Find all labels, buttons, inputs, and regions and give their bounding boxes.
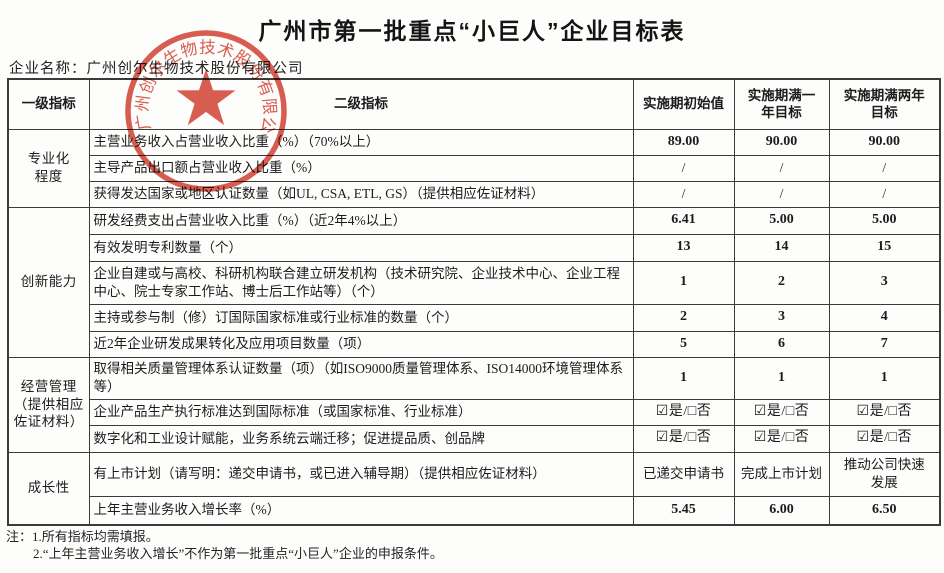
checkbox-yes-no: ☑是/□否 xyxy=(733,398,830,426)
indicator-cell: 研发经费支出占营业收入比重（%）（近2年4%以上） xyxy=(88,206,634,235)
value-year2: 5.00 xyxy=(828,206,941,235)
header-level1-indicator: 一级指标 xyxy=(7,78,90,130)
value-year1: / xyxy=(733,180,830,208)
value-initial: 已递交申请书 xyxy=(632,451,735,497)
table-row: 有效发明专利数量（个） 13 14 15 xyxy=(8,233,941,262)
footnote-2: 2.“上年主营业务收入增长”不作为第一批重点“小巨人”企业的申报条件。 xyxy=(33,546,443,561)
indicator-cell: 上年主营业务收入增长率（%） xyxy=(88,495,634,526)
table-row: 近2年企业研发成果转化及应用项目数量（项） 5 6 7 xyxy=(8,330,941,358)
value-year1: 6 xyxy=(733,330,830,358)
value-initial: 2 xyxy=(632,303,735,332)
company-name-value: 广州创尔生物技术股份有限公司 xyxy=(86,61,304,77)
table-header-row: 一级指标 二级指标 实施期初始值 实施期满一 年目标 实施期满两年 目标 xyxy=(7,78,941,130)
table-row: 数字化和工业设计赋能，业务系统云端迁移；促进提品质、创品牌 ☑是/□否 ☑是/□… xyxy=(8,424,941,453)
value-year1: 6.00 xyxy=(733,495,830,526)
checkbox-yes-no: ☑是/□否 xyxy=(632,398,735,426)
value-year1: 2 xyxy=(733,260,830,305)
value-year1: / xyxy=(733,154,830,182)
value-year2: 3 xyxy=(828,260,941,305)
table-row: 主持或参与制（修）订国际国家标准或行业标准的数量（个） 2 3 4 xyxy=(8,303,941,332)
value-initial: 6.41 xyxy=(632,206,735,235)
indicator-cell: 数字化和工业设计赋能，业务系统云端迁移；促进提品质、创品牌 xyxy=(88,424,634,453)
value-year1: 90.00 xyxy=(733,128,830,156)
group-label-management: 经营管理 （提供相应 佐证材料） xyxy=(7,356,90,453)
table-row: 上年主营业务收入增长率（%） 5.45 6.00 6.50 xyxy=(8,495,941,526)
value-year2: 4 xyxy=(828,303,941,332)
company-name-line: 企业名称：广州创尔生物技术股份有限公司 xyxy=(9,57,304,78)
checkbox-yes-no: ☑是/□否 xyxy=(632,424,735,453)
table-row: 获得发达国家或地区认证数量（如UL, CSA, ETL, GS）（提供相应佐证材… xyxy=(8,180,941,208)
footnote-1: 注：1.所有指标均需填报。 xyxy=(6,529,159,544)
table-row: 专业化 程度 主营业务收入占营业收入比重（%）（70%以上） 89.00 90.… xyxy=(7,128,941,208)
value-initial: 13 xyxy=(632,233,735,262)
table-row: 企业产品生产执行标准达到国际标准（或国家标准、行业标准） ☑是/□否 ☑是/□否… xyxy=(8,398,941,426)
value-year1: 完成上市计划 xyxy=(733,451,830,497)
checkbox-yes-no: ☑是/□否 xyxy=(828,424,941,453)
page-title: 广州市第一批重点“小巨人”企业目标表 xyxy=(258,18,686,44)
value-initial: 1 xyxy=(632,356,735,400)
table-row: 企业自建或与高校、科研机构联合建立研发机构（技术研究院、企业技术中心、企业工程中… xyxy=(8,260,941,305)
header-level2-indicator: 二级指标 xyxy=(88,78,634,130)
value-year2: 90.00 xyxy=(828,128,941,156)
value-year1: 1 xyxy=(733,356,830,400)
table-row: 主导产品出口额占营业收入比重（%） / / / xyxy=(8,154,941,182)
group-label-growth: 成长性 xyxy=(7,451,90,526)
indicator-cell: 主营业务收入占营业收入比重（%）（70%以上） xyxy=(88,128,634,156)
value-year1: 3 xyxy=(733,303,830,332)
indicator-cell: 取得相关质量管理体系认证数量（项）（如ISO9000质量管理体系、ISO1400… xyxy=(88,356,634,400)
indicator-cell: 企业产品生产执行标准达到国际标准（或国家标准、行业标准） xyxy=(88,398,634,426)
header-initial-value: 实施期初始值 xyxy=(632,78,735,130)
target-indicator-table: 一级指标 二级指标 实施期初始值 实施期满一 年目标 实施期满两年 目标 专业化… xyxy=(7,78,941,526)
value-year2: 7 xyxy=(828,330,941,358)
value-year2: / xyxy=(828,180,941,208)
indicator-cell: 主导产品出口额占营业收入比重（%） xyxy=(88,154,634,182)
table-row: 创新能力 研发经费支出占营业收入比重（%）（近2年4%以上） 6.41 5.00… xyxy=(7,206,941,358)
value-year2: 推动公司快速 发展 xyxy=(828,451,941,497)
table-row: 成长性 有上市计划（请写明：递交申请书，或已进入辅导期）（提供相应佐证材料） 已… xyxy=(7,451,941,526)
value-year2: / xyxy=(828,154,941,182)
value-year2: 1 xyxy=(828,356,941,400)
value-initial: 89.00 xyxy=(632,128,735,156)
value-initial: 5 xyxy=(632,330,735,358)
group-label-innovation: 创新能力 xyxy=(7,206,90,358)
value-year1: 14 xyxy=(733,233,830,262)
indicator-cell: 主持或参与制（修）订国际国家标准或行业标准的数量（个） xyxy=(88,303,634,332)
group-label-specialization: 专业化 程度 xyxy=(7,128,90,208)
indicator-cell: 有效发明专利数量（个） xyxy=(88,233,634,262)
value-initial: 5.45 xyxy=(632,495,735,526)
value-initial: 1 xyxy=(632,260,735,305)
table-row: 经营管理 （提供相应 佐证材料） 取得相关质量管理体系认证数量（项）（如ISO9… xyxy=(7,356,941,453)
value-initial: / xyxy=(632,154,735,182)
indicator-cell: 获得发达国家或地区认证数量（如UL, CSA, ETL, GS）（提供相应佐证材… xyxy=(88,180,634,208)
checkbox-yes-no: ☑是/□否 xyxy=(828,398,941,426)
indicator-cell: 有上市计划（请写明：递交申请书，或已进入辅导期）（提供相应佐证材料） xyxy=(88,451,634,497)
indicator-cell: 近2年企业研发成果转化及应用项目数量（项） xyxy=(88,330,634,358)
checkbox-yes-no: ☑是/□否 xyxy=(733,424,830,453)
value-year1: 5.00 xyxy=(733,206,830,235)
value-year2: 6.50 xyxy=(828,495,941,526)
value-initial: / xyxy=(632,180,735,208)
header-year2-target: 实施期满两年 目标 xyxy=(828,78,941,130)
company-name-label: 企业名称： xyxy=(9,61,87,77)
footnotes: 注：1.所有指标均需填报。 2.“上年主营业务收入增长”不作为第一批重点“小巨人… xyxy=(6,528,443,562)
header-year1-target: 实施期满一 年目标 xyxy=(733,78,830,130)
indicator-cell: 企业自建或与高校、科研机构联合建立研发机构（技术研究院、企业技术中心、企业工程中… xyxy=(88,260,634,305)
value-year2: 15 xyxy=(828,233,941,262)
